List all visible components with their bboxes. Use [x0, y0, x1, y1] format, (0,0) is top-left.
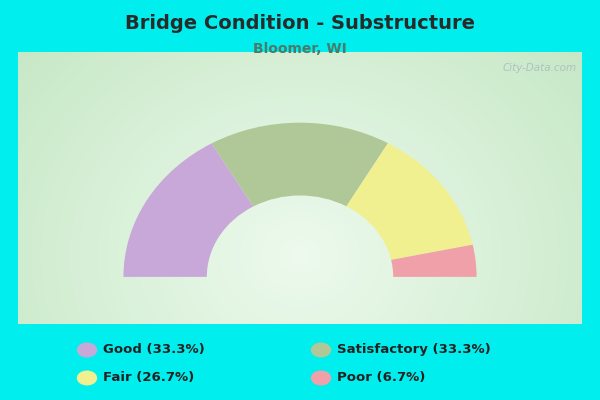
- Text: Good (33.3%): Good (33.3%): [103, 343, 205, 356]
- Ellipse shape: [311, 342, 331, 358]
- Text: Poor (6.7%): Poor (6.7%): [337, 371, 425, 384]
- Wedge shape: [391, 245, 476, 277]
- Wedge shape: [124, 144, 253, 277]
- Text: Bridge Condition - Substructure: Bridge Condition - Substructure: [125, 14, 475, 33]
- Text: Satisfactory (33.3%): Satisfactory (33.3%): [337, 343, 491, 356]
- Ellipse shape: [77, 342, 97, 358]
- Ellipse shape: [77, 370, 97, 386]
- Text: Bloomer, WI: Bloomer, WI: [253, 42, 347, 56]
- Text: Fair (26.7%): Fair (26.7%): [103, 371, 194, 384]
- Wedge shape: [212, 123, 388, 206]
- Text: City-Data.com: City-Data.com: [502, 63, 577, 73]
- Ellipse shape: [311, 370, 331, 386]
- Wedge shape: [346, 143, 473, 260]
